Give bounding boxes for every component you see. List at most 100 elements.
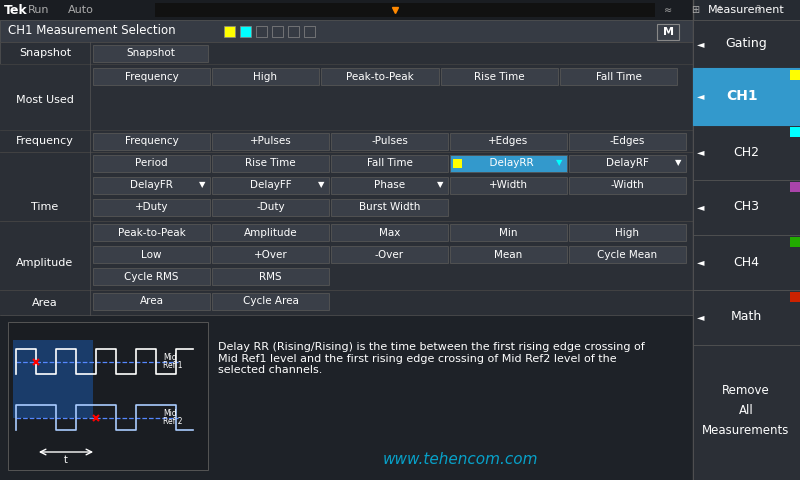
Text: ?: ? — [755, 5, 761, 15]
Bar — [212, 293, 329, 310]
Bar — [569, 155, 686, 172]
Text: ◄: ◄ — [697, 312, 705, 322]
Bar — [790, 182, 800, 192]
Text: ▼: ▼ — [437, 180, 443, 190]
Bar — [212, 155, 329, 172]
Text: All: All — [738, 404, 754, 417]
Bar — [331, 133, 448, 150]
Text: ◄: ◄ — [697, 257, 705, 267]
Text: ▼: ▼ — [556, 158, 562, 168]
Text: ⊞: ⊞ — [691, 5, 699, 15]
Text: Cycle Mean: Cycle Mean — [598, 250, 658, 260]
Bar — [93, 199, 210, 216]
Text: Ref 2: Ref 2 — [163, 418, 182, 427]
Text: ◄: ◄ — [697, 91, 705, 101]
Bar — [441, 68, 558, 85]
Text: DelayRF: DelayRF — [606, 158, 649, 168]
Bar — [155, 3, 655, 17]
Bar — [224, 26, 235, 37]
Bar — [0, 64, 693, 130]
Bar — [212, 177, 329, 194]
Bar — [331, 199, 448, 216]
Bar — [693, 345, 800, 480]
Text: Math: Math — [730, 311, 762, 324]
Text: Area: Area — [32, 298, 58, 308]
Bar — [212, 224, 329, 241]
Bar — [693, 0, 800, 480]
Bar — [790, 237, 800, 247]
Bar — [0, 130, 693, 152]
Text: Run: Run — [28, 5, 50, 15]
Text: Frequency: Frequency — [16, 136, 74, 146]
Text: High: High — [254, 72, 278, 82]
Bar — [790, 70, 800, 80]
Text: Fall Time: Fall Time — [595, 72, 642, 82]
Text: Low: Low — [142, 250, 162, 260]
Bar — [693, 68, 800, 125]
Bar — [693, 125, 800, 180]
Bar — [212, 246, 329, 263]
Bar — [331, 155, 448, 172]
Bar — [657, 24, 679, 40]
Text: Time: Time — [31, 202, 58, 212]
Text: Rise Time: Rise Time — [474, 72, 525, 82]
Bar — [331, 246, 448, 263]
Text: Mean: Mean — [494, 250, 522, 260]
Text: Frequency: Frequency — [125, 72, 178, 82]
Text: RMS: RMS — [259, 272, 282, 281]
Bar — [569, 177, 686, 194]
Bar — [321, 68, 439, 85]
Text: Tek: Tek — [4, 3, 28, 16]
Bar — [272, 26, 283, 37]
Bar — [256, 26, 267, 37]
Bar — [93, 268, 210, 285]
Text: Cycle Area: Cycle Area — [242, 297, 298, 307]
Bar — [212, 268, 329, 285]
Text: +Over: +Over — [254, 250, 287, 260]
Bar — [93, 246, 210, 263]
Text: CH2: CH2 — [733, 145, 759, 158]
Text: ▼: ▼ — [674, 158, 682, 168]
Bar — [288, 26, 299, 37]
Bar — [93, 293, 210, 310]
Text: +Edges: +Edges — [488, 136, 529, 146]
Bar — [693, 180, 800, 235]
Text: ◄: ◄ — [697, 39, 705, 49]
Text: Most Used: Most Used — [16, 95, 74, 105]
Bar — [693, 20, 800, 68]
Text: -Edges: -Edges — [610, 136, 645, 146]
Text: Period: Period — [135, 158, 168, 168]
Text: Phase: Phase — [374, 180, 405, 191]
Text: ▼: ▼ — [198, 180, 206, 190]
Bar — [93, 224, 210, 241]
Text: Measurement: Measurement — [708, 5, 784, 15]
Text: Measurements: Measurements — [702, 423, 790, 436]
Bar — [790, 127, 800, 137]
Text: ▼: ▼ — [318, 180, 324, 190]
Text: -Over: -Over — [375, 250, 404, 260]
Text: M: M — [662, 27, 674, 37]
Bar — [0, 315, 693, 480]
Bar — [0, 42, 693, 64]
Text: Min: Min — [499, 228, 518, 238]
Text: CH1 Measurement Selection: CH1 Measurement Selection — [8, 24, 176, 37]
Bar — [450, 224, 567, 241]
Text: Remove: Remove — [722, 384, 770, 396]
Bar — [693, 235, 800, 290]
Bar — [304, 26, 315, 37]
Bar — [331, 177, 448, 194]
Text: Amplitude: Amplitude — [244, 228, 298, 238]
Text: Ref 1: Ref 1 — [163, 361, 182, 371]
Bar — [693, 290, 800, 345]
Text: DelayRR: DelayRR — [483, 158, 534, 168]
Text: +Width: +Width — [489, 180, 528, 191]
Text: High: High — [615, 228, 639, 238]
Bar — [450, 246, 567, 263]
Bar — [450, 133, 567, 150]
Text: ◄: ◄ — [697, 202, 705, 212]
Text: Burst Width: Burst Width — [359, 203, 420, 213]
Text: Gating: Gating — [725, 37, 767, 50]
Text: Area: Area — [139, 297, 163, 307]
Bar — [93, 45, 208, 62]
Bar — [569, 246, 686, 263]
